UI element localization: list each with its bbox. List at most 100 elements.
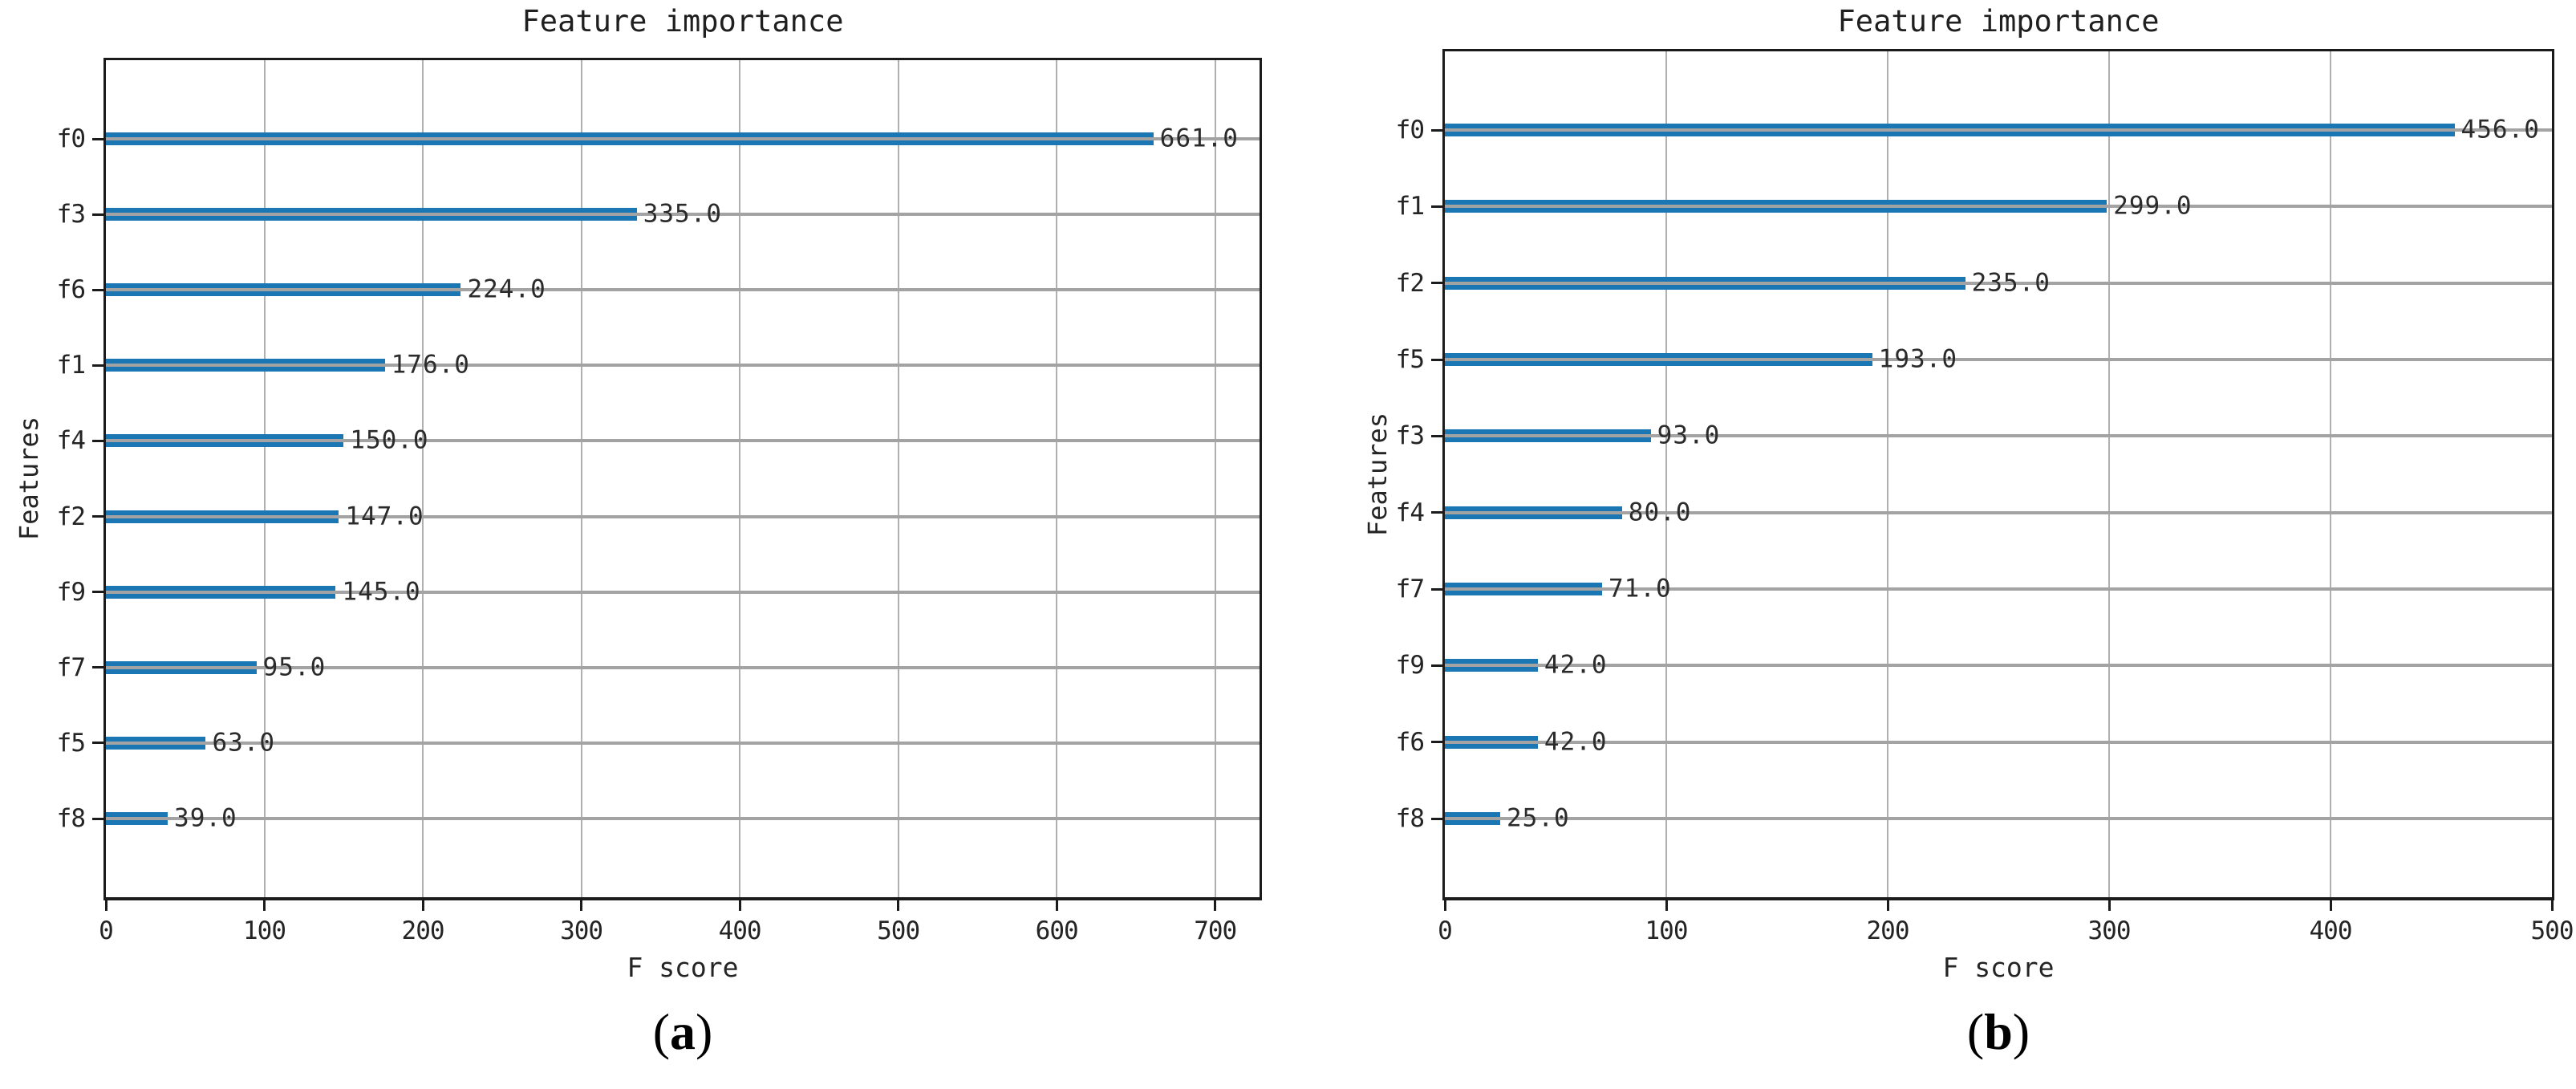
x-tick-label: 300 (2087, 916, 2132, 945)
x-tick-label: 0 (1438, 916, 1453, 945)
bar-value-label: 42.0 (1544, 650, 1608, 680)
bar-value-label: 176.0 (391, 350, 470, 380)
y-tick-mark (1431, 664, 1442, 667)
gridline-horizontal (1445, 281, 2552, 285)
y-tick-label: f6 (1395, 727, 1425, 757)
y-tick-label: f3 (1395, 421, 1425, 451)
x-tick-mark (580, 900, 583, 911)
gridline-vertical (580, 60, 582, 897)
y-tick-label: f2 (1395, 268, 1425, 298)
figure-panel-a: Feature importance Features 0 100 200 300 40… (14, 4, 1262, 1060)
x-tick-label: 600 (1035, 916, 1079, 945)
bar-value-label: 93.0 (1657, 421, 1721, 450)
y-tick-label: f0 (56, 124, 86, 153)
gridline-horizontal (1445, 587, 2552, 591)
bar-value-label: 235.0 (1971, 267, 2051, 297)
gridline-vertical (2330, 51, 2331, 897)
y-tick-mark (1431, 205, 1442, 208)
gridline-horizontal (106, 439, 1260, 443)
bar-value-label: 42.0 (1544, 726, 1608, 756)
bar-value-label: 661.0 (1159, 124, 1239, 153)
gridline-vertical (1665, 51, 1667, 897)
x-axis-label: F score (1942, 952, 2055, 983)
gridline-vertical (1214, 60, 1216, 897)
x-tick-mark (1214, 900, 1217, 911)
x-tick-mark (1443, 900, 1446, 911)
y-tick-mark (92, 288, 103, 291)
plot-area: 0 100 200 300 400 500 f0 456.0 f1 299.0 f2 235.0 f5 1… (1396, 49, 2574, 945)
bar-value-label: 25.0 (1507, 803, 1570, 833)
y-tick-mark (92, 213, 103, 216)
gridline-horizontal (1445, 664, 2552, 668)
y-tick-mark (92, 591, 103, 594)
y-tick-mark (92, 666, 103, 669)
caption-paren-close: ) (2012, 1003, 2030, 1060)
y-tick-mark (1431, 511, 1442, 514)
y-tick-label: f8 (1395, 804, 1425, 833)
x-tick-mark (897, 900, 900, 911)
gridline-horizontal (106, 137, 1260, 140)
bar-value-label: 145.0 (342, 576, 421, 606)
gridline-horizontal (106, 590, 1260, 594)
y-tick-mark (1431, 434, 1442, 437)
y-tick-mark (1431, 282, 1442, 285)
gridline-vertical (1056, 60, 1058, 897)
x-tick-label: 500 (877, 916, 920, 945)
gridline-horizontal (106, 288, 1260, 292)
y-tick-mark (92, 364, 103, 367)
gridline-vertical (422, 60, 424, 897)
figure-panel-b: Feature importance Features 0 100 200 300 40… (1288, 0, 2576, 1089)
y-tick-label: f4 (56, 426, 86, 456)
bar-value-label: 63.0 (212, 728, 276, 758)
gridline-vertical (1887, 51, 1888, 897)
y-tick-label: f0 (1395, 116, 1425, 144)
y-tick-label: f1 (1395, 192, 1425, 221)
bar-value-label: 456.0 (2460, 115, 2540, 144)
y-axis-label: Features (14, 416, 44, 541)
gridline-horizontal (106, 364, 1260, 368)
gridline-vertical (897, 60, 899, 897)
caption-letter: a (670, 1003, 696, 1060)
x-tick-label: 400 (2309, 916, 2353, 945)
y-tick-mark (92, 439, 103, 442)
bar-value-label: 193.0 (1878, 344, 1957, 374)
y-tick-label: f8 (56, 804, 86, 833)
gridline-horizontal (106, 665, 1260, 669)
gridline-horizontal (1445, 740, 2552, 744)
x-axis-label: F score (627, 952, 739, 983)
gridline-vertical (2108, 51, 2110, 897)
x-tick-label: 500 (2530, 916, 2574, 945)
x-tick-label: 400 (718, 916, 762, 945)
y-axis-label: Features (1362, 412, 1393, 537)
y-tick-label: f9 (1395, 651, 1425, 681)
x-tick-label: 200 (401, 916, 445, 945)
gridline-vertical (739, 60, 741, 897)
caption-paren-open: ( (652, 1003, 670, 1060)
caption-letter: b (1984, 1003, 2013, 1060)
y-tick-label: f7 (56, 652, 86, 682)
gridline-horizontal (1445, 510, 2552, 514)
gridline-horizontal (1445, 128, 2552, 132)
bar-value-label: 224.0 (467, 274, 546, 304)
x-tick-mark (2107, 900, 2111, 911)
x-tick-mark (104, 900, 108, 911)
y-tick-mark (92, 742, 103, 745)
x-tick-mark (421, 900, 424, 911)
x-tick-label: 200 (1866, 916, 1910, 945)
chart-title: Feature importance (1837, 4, 2160, 39)
y-tick-mark (1431, 741, 1442, 744)
bar-value-label: 299.0 (2113, 191, 2193, 221)
gridline-horizontal (106, 213, 1260, 217)
gridline-horizontal (106, 741, 1260, 745)
x-tick-mark (1055, 900, 1058, 911)
x-tick-mark (263, 900, 266, 911)
panel-caption: (b) (1445, 994, 2552, 1074)
y-tick-mark (1431, 587, 1442, 591)
y-tick-label: f1 (56, 351, 86, 380)
bar-value-label: 150.0 (350, 425, 429, 455)
y-tick-mark (92, 515, 103, 518)
y-tick-label: f9 (56, 577, 86, 607)
bar-value-label: 80.0 (1628, 497, 1692, 526)
x-tick-mark (2550, 900, 2554, 911)
